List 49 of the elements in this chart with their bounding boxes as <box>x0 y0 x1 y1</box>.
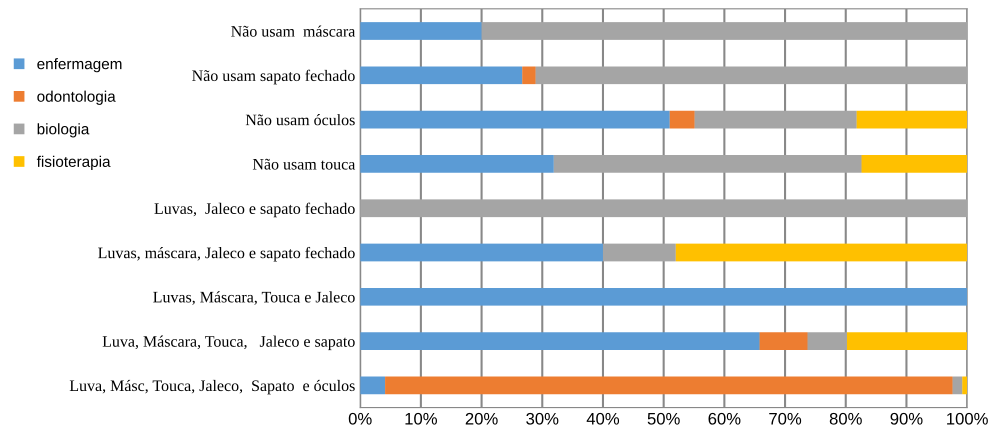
legend-label: biologia <box>38 123 90 138</box>
y-tick-label: Não usam óculos <box>246 114 355 126</box>
y-tick-label: Luva, Másc, Touca, Jaleco, Sapato e óculos <box>70 380 355 394</box>
y-tick-label: Luva, Máscara, Touca, Jaleco e sapato <box>102 336 355 350</box>
x-tick-label: 10% <box>405 412 437 425</box>
bar <box>482 22 968 40</box>
bar <box>808 332 847 350</box>
bar <box>360 22 482 40</box>
y-tick-label: Luvas, Jaleco e sapato fechado <box>154 202 355 218</box>
bar <box>602 244 676 262</box>
bar <box>360 199 968 218</box>
x-tick-label: 0% <box>348 412 372 425</box>
y-tick-label: Não usam máscara <box>231 25 356 37</box>
x-tick-label: 50% <box>648 412 680 425</box>
bar <box>536 66 968 84</box>
y-tick-label: Luvas, máscara, Jaleco e sapato fechado <box>98 246 355 262</box>
bar <box>760 332 808 350</box>
bar <box>360 155 554 173</box>
bar <box>676 244 968 262</box>
x-tick-label: 20% <box>466 412 498 425</box>
x-tick-label: 100% <box>947 412 988 425</box>
x-tick-label: 40% <box>586 412 620 425</box>
y-tick-label: Não usam touca <box>252 158 356 170</box>
y-tick-label: Não usam sapato fechado <box>192 70 355 84</box>
bar <box>862 155 968 173</box>
bar <box>360 332 760 350</box>
y-tick-label: Luvas, Máscara, Touca e Jaleco <box>153 291 355 305</box>
bar <box>522 66 536 84</box>
bar <box>952 376 962 394</box>
bar <box>360 288 968 306</box>
legend-label: odontologia <box>37 90 116 105</box>
bar <box>856 110 968 128</box>
bar <box>385 376 953 394</box>
bar <box>360 244 603 262</box>
x-tick-label: 60% <box>708 412 740 425</box>
bar <box>360 376 386 394</box>
bar <box>554 155 862 173</box>
bar <box>694 110 857 128</box>
bar <box>962 376 968 394</box>
bar <box>846 332 968 350</box>
x-tick-label: 80% <box>830 412 862 425</box>
bar <box>670 110 695 128</box>
legend-label: fisioterapia <box>36 156 111 170</box>
legend-label: enfermagem <box>37 58 122 72</box>
x-tick-label: 70% <box>769 412 802 425</box>
x-tick-label: 90% <box>890 412 923 425</box>
bar <box>360 110 670 128</box>
x-tick-label: 30% <box>526 412 558 425</box>
bar <box>360 66 522 84</box>
